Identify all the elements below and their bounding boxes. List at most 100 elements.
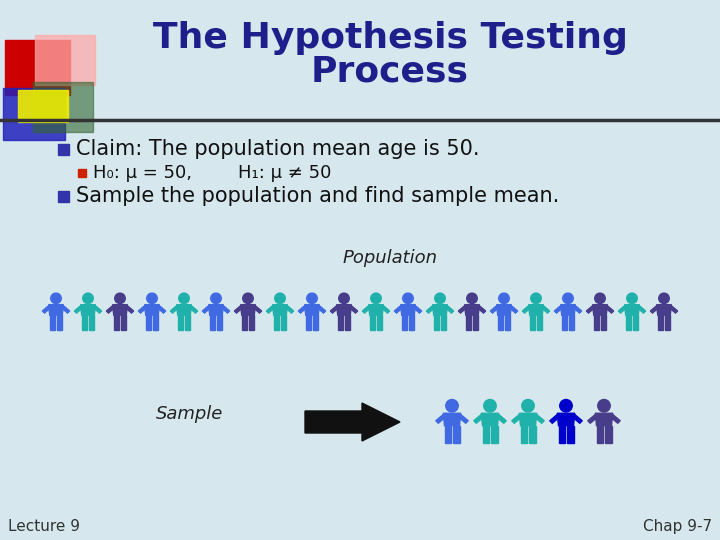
Polygon shape bbox=[491, 426, 498, 443]
Circle shape bbox=[243, 293, 253, 303]
Polygon shape bbox=[595, 413, 613, 426]
Polygon shape bbox=[145, 315, 151, 330]
Polygon shape bbox=[562, 315, 567, 330]
Polygon shape bbox=[586, 306, 595, 313]
Text: Chap 9-7: Chap 9-7 bbox=[643, 519, 712, 534]
Polygon shape bbox=[433, 315, 439, 330]
Polygon shape bbox=[349, 306, 358, 313]
Polygon shape bbox=[534, 415, 544, 423]
Polygon shape bbox=[94, 306, 102, 313]
Polygon shape bbox=[189, 306, 198, 313]
Polygon shape bbox=[242, 315, 247, 330]
Polygon shape bbox=[305, 305, 320, 315]
Circle shape bbox=[338, 293, 349, 303]
Polygon shape bbox=[464, 305, 480, 315]
Polygon shape bbox=[512, 415, 522, 423]
Polygon shape bbox=[459, 306, 467, 313]
Circle shape bbox=[307, 293, 318, 303]
Polygon shape bbox=[498, 315, 503, 330]
Polygon shape bbox=[633, 315, 639, 330]
Polygon shape bbox=[426, 306, 435, 313]
Polygon shape bbox=[240, 305, 256, 315]
Polygon shape bbox=[313, 315, 318, 330]
Circle shape bbox=[83, 293, 94, 303]
Polygon shape bbox=[466, 315, 471, 330]
Circle shape bbox=[435, 293, 445, 303]
Polygon shape bbox=[594, 315, 599, 330]
Polygon shape bbox=[550, 415, 559, 423]
Polygon shape bbox=[114, 315, 119, 330]
Polygon shape bbox=[496, 415, 506, 423]
Polygon shape bbox=[573, 306, 582, 313]
Circle shape bbox=[275, 293, 285, 303]
Polygon shape bbox=[490, 306, 499, 313]
Circle shape bbox=[371, 293, 382, 303]
Text: The Hypothesis Testing: The Hypothesis Testing bbox=[153, 21, 627, 55]
Polygon shape bbox=[112, 305, 127, 315]
Polygon shape bbox=[588, 415, 598, 423]
Circle shape bbox=[147, 293, 157, 303]
Circle shape bbox=[595, 293, 606, 303]
Polygon shape bbox=[57, 315, 63, 330]
Polygon shape bbox=[670, 306, 678, 313]
Circle shape bbox=[484, 400, 496, 412]
Polygon shape bbox=[665, 315, 670, 330]
FancyArrow shape bbox=[305, 403, 400, 441]
Polygon shape bbox=[402, 315, 407, 330]
Polygon shape bbox=[657, 305, 671, 315]
Polygon shape bbox=[202, 306, 211, 313]
Polygon shape bbox=[145, 305, 159, 315]
Polygon shape bbox=[522, 306, 531, 313]
Text: Process: Process bbox=[311, 55, 469, 89]
Bar bbox=[58, 191, 69, 202]
Polygon shape bbox=[176, 305, 192, 315]
Polygon shape bbox=[596, 426, 603, 443]
Polygon shape bbox=[413, 306, 422, 313]
Polygon shape bbox=[637, 306, 646, 313]
Polygon shape bbox=[509, 306, 518, 313]
Circle shape bbox=[531, 293, 541, 303]
Polygon shape bbox=[234, 306, 243, 313]
Circle shape bbox=[402, 293, 413, 303]
Circle shape bbox=[559, 400, 572, 412]
Polygon shape bbox=[50, 315, 55, 330]
Polygon shape bbox=[253, 306, 261, 313]
Circle shape bbox=[626, 293, 637, 303]
Polygon shape bbox=[445, 306, 454, 313]
Polygon shape bbox=[318, 306, 325, 313]
Polygon shape bbox=[330, 306, 338, 313]
Bar bbox=[58, 144, 69, 155]
Polygon shape bbox=[529, 426, 536, 443]
Polygon shape bbox=[121, 315, 126, 330]
Polygon shape bbox=[409, 315, 414, 330]
Polygon shape bbox=[138, 306, 147, 313]
Bar bbox=[18, 90, 68, 122]
Polygon shape bbox=[171, 306, 179, 313]
Polygon shape bbox=[209, 305, 223, 315]
Circle shape bbox=[211, 293, 221, 303]
Polygon shape bbox=[626, 315, 631, 330]
Polygon shape bbox=[285, 306, 294, 313]
Polygon shape bbox=[266, 306, 275, 313]
Polygon shape bbox=[274, 315, 279, 330]
Polygon shape bbox=[537, 315, 542, 330]
Polygon shape bbox=[249, 315, 254, 330]
Polygon shape bbox=[107, 306, 114, 313]
Bar bbox=[3, 88, 65, 140]
Polygon shape bbox=[125, 306, 134, 313]
Polygon shape bbox=[474, 415, 484, 423]
Polygon shape bbox=[185, 315, 190, 330]
Bar bbox=[5, 40, 70, 95]
Polygon shape bbox=[42, 306, 50, 313]
Polygon shape bbox=[601, 315, 606, 330]
Polygon shape bbox=[281, 315, 287, 330]
Polygon shape bbox=[561, 305, 575, 315]
Circle shape bbox=[499, 293, 509, 303]
Polygon shape bbox=[210, 315, 215, 330]
Bar bbox=[78, 169, 86, 177]
Circle shape bbox=[522, 400, 534, 412]
Polygon shape bbox=[497, 305, 511, 315]
Polygon shape bbox=[369, 315, 375, 330]
Polygon shape bbox=[505, 315, 510, 330]
Polygon shape bbox=[611, 415, 620, 423]
